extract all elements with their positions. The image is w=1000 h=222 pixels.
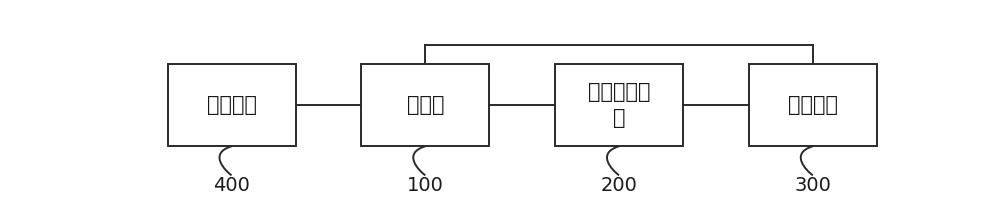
Text: 400: 400 [213, 176, 250, 195]
Text: 主控器: 主控器 [407, 95, 444, 115]
Text: 音频模块: 音频模块 [207, 95, 257, 115]
Text: 300: 300 [794, 176, 831, 195]
Text: 100: 100 [407, 176, 444, 195]
Text: 200: 200 [601, 176, 638, 195]
Bar [555, 64, 683, 146]
Text: 电阻网络模
块: 电阻网络模 块 [588, 82, 650, 129]
Bar [361, 64, 489, 146]
Bar [168, 64, 296, 146]
Bar [749, 64, 877, 146]
Text: 差分接口: 差分接口 [788, 95, 838, 115]
